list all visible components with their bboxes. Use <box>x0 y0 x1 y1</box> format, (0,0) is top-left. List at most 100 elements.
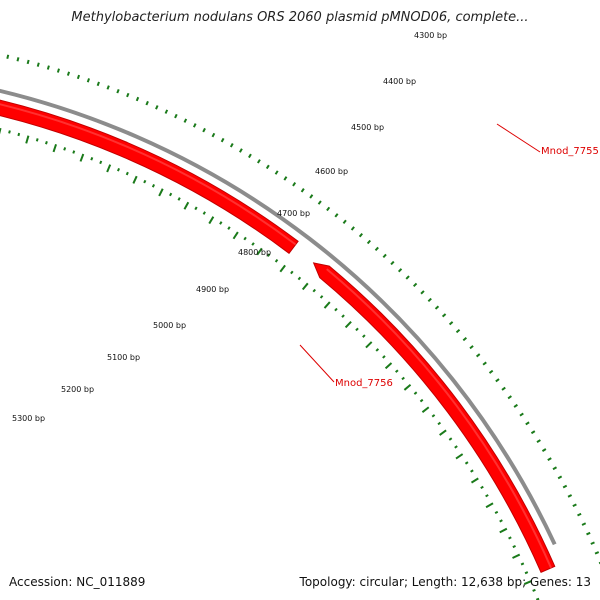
inner-tick <box>151 184 156 188</box>
inner-tick <box>25 135 30 144</box>
outer-tick <box>174 113 178 119</box>
outer-tick <box>211 132 216 138</box>
ruler-label: 4900 bp <box>196 285 229 294</box>
gene-labels: Mnod_7755 Mnod_7756 <box>299 123 599 389</box>
inner-tick <box>323 301 331 309</box>
outer-tick <box>248 153 252 159</box>
gene-leader-line <box>496 123 541 153</box>
inner-tick <box>132 175 138 184</box>
map-title: Methylobacterium nodulans ORS 2060 plasm… <box>71 10 529 25</box>
inner-tick <box>45 141 48 145</box>
inner-tick <box>508 536 512 540</box>
outer-tick <box>46 65 50 70</box>
outer-tick <box>86 78 91 83</box>
outer-tick <box>6 54 10 59</box>
outer-tick <box>382 253 387 259</box>
outer-tick <box>300 188 305 193</box>
inner-tick <box>243 236 247 241</box>
inner-tick <box>512 553 521 559</box>
inner-tick <box>274 258 279 263</box>
inner-tick <box>290 270 294 275</box>
outer-tick <box>412 282 418 288</box>
outer-tick <box>106 85 110 90</box>
outer-tick <box>326 206 331 212</box>
outer-tick <box>530 430 536 435</box>
outer-tick <box>488 369 494 374</box>
inner-tick <box>485 494 489 498</box>
outer-tick <box>192 123 197 128</box>
outer-tick-marks <box>6 54 600 565</box>
inner-tick <box>464 461 469 465</box>
outer-tick <box>202 127 206 133</box>
inner-tick <box>470 477 479 484</box>
ruler-label: 4700 bp <box>277 209 310 218</box>
inner-tick <box>355 327 359 332</box>
inner-tick <box>421 406 430 413</box>
outer-tick <box>292 182 297 187</box>
outer-tick <box>155 105 159 110</box>
inner-tick <box>494 510 499 515</box>
inner-tick <box>208 216 215 225</box>
outer-tick <box>145 100 149 106</box>
inner-tick <box>297 276 302 281</box>
inner-tick <box>8 130 11 134</box>
inner-tick <box>382 355 386 359</box>
outer-tick <box>390 260 395 266</box>
outer-tick <box>547 457 552 461</box>
outer-tick <box>427 297 432 303</box>
outer-tick <box>519 412 524 417</box>
outer-tick <box>96 81 100 87</box>
outer-tick <box>283 176 288 181</box>
inner-tick-marks <box>0 127 540 600</box>
outer-tick <box>577 512 582 517</box>
outer-tick <box>229 143 234 148</box>
inner-tick <box>202 211 206 215</box>
inner-tick <box>524 571 529 575</box>
inner-tick <box>499 527 508 534</box>
outer-tick <box>562 484 568 489</box>
outer-tick <box>507 395 512 400</box>
outer-tick <box>567 494 573 498</box>
inner-tick <box>194 206 198 211</box>
inner-tick <box>431 414 436 418</box>
outer-tick <box>56 68 60 73</box>
outer-tick <box>397 268 403 273</box>
outer-tick <box>572 503 577 508</box>
outer-tick <box>501 386 506 391</box>
outer-tick <box>26 59 30 65</box>
inner-tick <box>177 197 181 201</box>
outer-tick <box>126 92 130 98</box>
genome-summary-text: Topology: circular; Length: 12,638 bp; G… <box>299 575 591 589</box>
gene-leader-line <box>299 344 335 383</box>
inner-tick <box>79 153 85 162</box>
inner-tick <box>485 502 494 509</box>
inner-tick <box>232 231 239 240</box>
outer-tick <box>586 531 591 536</box>
outer-tick <box>536 439 541 443</box>
ruler-labels: 4300 bp 4400 bp 4500 bp 4600 bp 4700 bp 4800 … <box>12 31 447 423</box>
inner-tick <box>532 588 536 592</box>
inner-tick <box>90 157 94 161</box>
ruler-label: 5300 bp <box>12 414 45 423</box>
ruler-label: 4300 bp <box>414 31 447 40</box>
inner-tick <box>334 307 338 312</box>
inner-tick <box>0 127 2 135</box>
inner-tick <box>403 384 412 391</box>
accession-text: Accession: NC_011889 <box>9 575 146 589</box>
outer-tick <box>220 137 225 143</box>
outer-tick <box>541 448 547 452</box>
outer-tick <box>36 62 40 67</box>
inner-tick <box>125 171 129 176</box>
outer-tick <box>475 353 481 358</box>
inner-tick <box>341 314 345 318</box>
inner-tick <box>116 167 121 172</box>
inner-tick <box>499 519 503 523</box>
ruler-label: 4800 bp <box>238 248 271 257</box>
inner-tick <box>256 247 263 256</box>
outer-tick <box>374 246 379 252</box>
inner-tick <box>17 132 21 137</box>
inner-tick <box>470 469 474 473</box>
inner-tick <box>520 562 525 566</box>
inner-tick <box>35 138 39 142</box>
